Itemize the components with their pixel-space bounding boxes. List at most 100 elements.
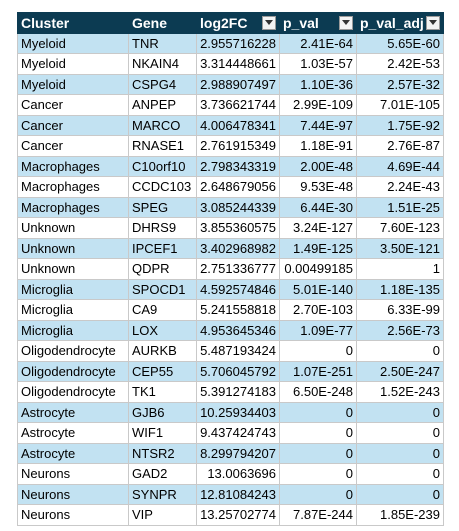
- cell-cluster[interactable]: Astrocyte: [17, 422, 129, 444]
- cell-cluster[interactable]: Macrophages: [17, 155, 129, 177]
- cell-log2fc[interactable]: 13.25702774: [196, 504, 280, 526]
- cell-cluster[interactable]: Cancer: [17, 94, 129, 116]
- cell-gene[interactable]: CSPG4: [128, 73, 197, 95]
- cell-p-val-adj[interactable]: 6.33E-99: [356, 299, 444, 321]
- cell-log2fc[interactable]: 2.648679056: [196, 176, 280, 198]
- cell-p-val[interactable]: 9.53E-48: [279, 176, 357, 198]
- cell-log2fc[interactable]: 4.592574846: [196, 278, 280, 300]
- filter-dropdown-button[interactable]: [339, 16, 353, 30]
- cell-p-val[interactable]: 7.44E-97: [279, 114, 357, 136]
- cell-log2fc[interactable]: 2.798343319: [196, 155, 280, 177]
- cell-p-val[interactable]: 5.01E-140: [279, 278, 357, 300]
- cell-p-val[interactable]: 7.87E-244: [279, 504, 357, 526]
- cell-cluster[interactable]: Neurons: [17, 463, 129, 485]
- cell-gene[interactable]: GAD2: [128, 463, 197, 485]
- cell-log2fc[interactable]: 3.085244339: [196, 196, 280, 218]
- cell-p-val-adj[interactable]: 2.42E-53: [356, 53, 444, 75]
- cell-p-val[interactable]: 3.24E-127: [279, 217, 357, 239]
- cell-cluster[interactable]: Myeloid: [17, 32, 129, 54]
- cell-cluster[interactable]: Unknown: [17, 258, 129, 280]
- cell-gene[interactable]: RNASE1: [128, 135, 197, 157]
- cell-log2fc[interactable]: 2.751336777: [196, 258, 280, 280]
- cell-gene[interactable]: TK1: [128, 381, 197, 403]
- cell-log2fc[interactable]: 10.25934403: [196, 401, 280, 423]
- cell-p-val[interactable]: 0: [279, 463, 357, 485]
- cell-gene[interactable]: QDPR: [128, 258, 197, 280]
- cell-p-val-adj[interactable]: 2.57E-32: [356, 73, 444, 95]
- cell-log2fc[interactable]: 3.402968982: [196, 237, 280, 259]
- cell-p-val[interactable]: 2.99E-109: [279, 94, 357, 116]
- cell-gene[interactable]: CA9: [128, 299, 197, 321]
- cell-cluster[interactable]: Unknown: [17, 217, 129, 239]
- cell-log2fc[interactable]: 3.736621744: [196, 94, 280, 116]
- cell-p-val[interactable]: 6.50E-248: [279, 381, 357, 403]
- cell-cluster[interactable]: Neurons: [17, 504, 129, 526]
- cell-log2fc[interactable]: 5.391274183: [196, 381, 280, 403]
- cell-log2fc[interactable]: 3.314448661: [196, 53, 280, 75]
- cell-p-val-adj[interactable]: 0: [356, 401, 444, 423]
- cell-p-val[interactable]: 1.49E-125: [279, 237, 357, 259]
- cell-log2fc[interactable]: 4.953645346: [196, 319, 280, 341]
- header-p-val[interactable]: p_val: [279, 12, 357, 34]
- cell-p-val-adj[interactable]: 1.18E-135: [356, 278, 444, 300]
- cell-cluster[interactable]: Astrocyte: [17, 401, 129, 423]
- cell-cluster[interactable]: Cancer: [17, 135, 129, 157]
- cell-cluster[interactable]: Neurons: [17, 483, 129, 505]
- cell-log2fc[interactable]: 5.487193424: [196, 340, 280, 362]
- header-log2fc[interactable]: log2FC: [196, 12, 280, 34]
- cell-p-val[interactable]: 0: [279, 340, 357, 362]
- cell-gene[interactable]: SPOCD1: [128, 278, 197, 300]
- cell-cluster[interactable]: Microglia: [17, 319, 129, 341]
- cell-log2fc[interactable]: 2.955716228: [196, 32, 280, 54]
- cell-p-val-adj[interactable]: 2.24E-43: [356, 176, 444, 198]
- cell-p-val[interactable]: 0: [279, 483, 357, 505]
- cell-gene[interactable]: LOX: [128, 319, 197, 341]
- cell-log2fc[interactable]: 4.006478341: [196, 114, 280, 136]
- cell-log2fc[interactable]: 12.81084243: [196, 483, 280, 505]
- cell-log2fc[interactable]: 3.855360575: [196, 217, 280, 239]
- cell-gene[interactable]: AURKB: [128, 340, 197, 362]
- cell-cluster[interactable]: Oligodendrocyte: [17, 340, 129, 362]
- cell-cluster[interactable]: Microglia: [17, 299, 129, 321]
- cell-log2fc[interactable]: 5.706045792: [196, 360, 280, 382]
- cell-gene[interactable]: SYNPR: [128, 483, 197, 505]
- cell-p-val-adj[interactable]: 0: [356, 340, 444, 362]
- header-p-val-adj[interactable]: p_val_adj: [356, 12, 444, 34]
- cell-p-val-adj[interactable]: 0: [356, 442, 444, 464]
- cell-p-val[interactable]: 0.00499185: [279, 258, 357, 280]
- cell-gene[interactable]: SPEG: [128, 196, 197, 218]
- cell-p-val[interactable]: 0: [279, 401, 357, 423]
- cell-p-val[interactable]: 1.07E-251: [279, 360, 357, 382]
- cell-p-val-adj[interactable]: 5.65E-60: [356, 32, 444, 54]
- cell-p-val-adj[interactable]: 0: [356, 463, 444, 485]
- cell-p-val-adj[interactable]: 1.85E-239: [356, 504, 444, 526]
- header-gene[interactable]: Gene: [128, 12, 197, 34]
- cell-cluster[interactable]: Myeloid: [17, 73, 129, 95]
- cell-log2fc[interactable]: 2.761915349: [196, 135, 280, 157]
- cell-gene[interactable]: C10orf10: [128, 155, 197, 177]
- cell-p-val[interactable]: 1.10E-36: [279, 73, 357, 95]
- cell-gene[interactable]: NTSR2: [128, 442, 197, 464]
- header-cluster[interactable]: Cluster: [17, 12, 129, 34]
- cell-p-val[interactable]: 0: [279, 422, 357, 444]
- cell-gene[interactable]: IPCEF1: [128, 237, 197, 259]
- cell-p-val-adj[interactable]: 2.56E-73: [356, 319, 444, 341]
- cell-log2fc[interactable]: 13.0063696: [196, 463, 280, 485]
- cell-p-val[interactable]: 2.41E-64: [279, 32, 357, 54]
- cell-gene[interactable]: WIF1: [128, 422, 197, 444]
- cell-p-val[interactable]: 1.18E-91: [279, 135, 357, 157]
- cell-gene[interactable]: DHRS9: [128, 217, 197, 239]
- cell-gene[interactable]: CEP55: [128, 360, 197, 382]
- cell-p-val-adj[interactable]: 3.50E-121: [356, 237, 444, 259]
- cell-cluster[interactable]: Oligodendrocyte: [17, 381, 129, 403]
- cell-gene[interactable]: CCDC103: [128, 176, 197, 198]
- cell-p-val-adj[interactable]: 2.50E-247: [356, 360, 444, 382]
- cell-gene[interactable]: GJB6: [128, 401, 197, 423]
- cell-log2fc[interactable]: 5.241558818: [196, 299, 280, 321]
- cell-cluster[interactable]: Unknown: [17, 237, 129, 259]
- cell-cluster[interactable]: Macrophages: [17, 176, 129, 198]
- cell-p-val-adj[interactable]: 1: [356, 258, 444, 280]
- cell-gene[interactable]: TNR: [128, 32, 197, 54]
- cell-cluster[interactable]: Myeloid: [17, 53, 129, 75]
- cell-p-val-adj[interactable]: 1.75E-92: [356, 114, 444, 136]
